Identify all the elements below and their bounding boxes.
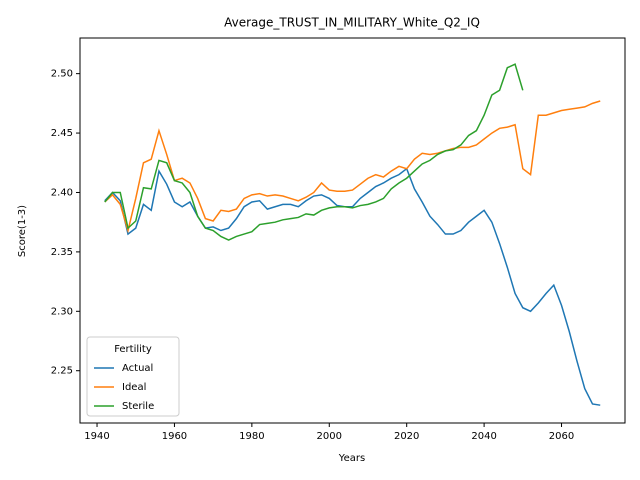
line <box>104 100 601 234</box>
legend-title: Fertility <box>114 344 152 355</box>
legend-label: Ideal <box>122 382 146 393</box>
x-tick-label: 1940 <box>84 431 109 442</box>
plot-frame <box>79 37 626 424</box>
x-tick-label: 2040 <box>471 431 496 442</box>
y-tick-label: 2.25 <box>51 366 73 377</box>
line <box>104 167 601 406</box>
y-axis-label: Score(1-3) <box>17 205 28 257</box>
chart-title: Average_TRUST_IN_MILITARY_White_Q2_IQ <box>224 16 480 30</box>
x-tick-label: 2000 <box>317 431 342 442</box>
legend-label: Sterile <box>122 401 154 412</box>
x-tick-label: 2060 <box>549 431 574 442</box>
x-axis-label: Years <box>338 453 365 464</box>
legend-label: Actual <box>122 363 153 374</box>
y-tick-label: 2.40 <box>51 187 73 198</box>
y-tick-label: 2.45 <box>51 128 73 139</box>
line <box>104 63 524 241</box>
x-tick-label: 1960 <box>162 431 187 442</box>
x-tick-label: 2020 <box>394 431 419 442</box>
y-tick-label: 2.35 <box>51 247 73 258</box>
y-tick-label: 2.30 <box>51 306 73 317</box>
y-tick-label: 2.50 <box>51 69 73 80</box>
legend-box <box>86 336 180 417</box>
x-tick-label: 1980 <box>239 431 264 442</box>
